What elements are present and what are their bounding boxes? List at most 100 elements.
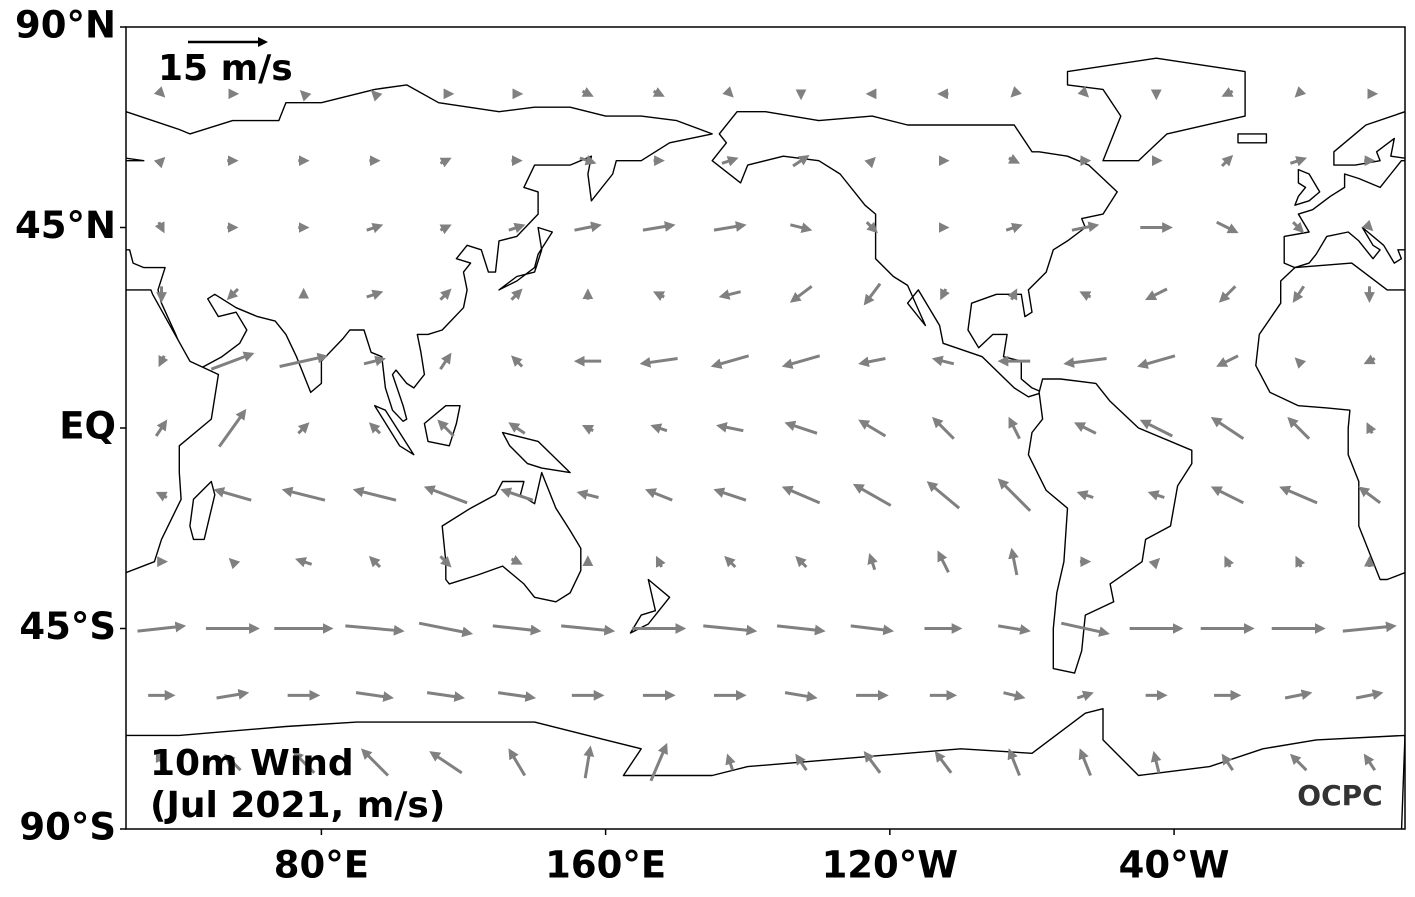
- land: [1294, 168, 1321, 206]
- wind-arrow: [997, 478, 1032, 512]
- wind-arrow: [368, 422, 382, 435]
- wind-arrow: [997, 624, 1031, 635]
- wind-arrow: [710, 354, 750, 369]
- wind-arrow: [510, 554, 523, 565]
- wind-arrow: [858, 356, 886, 368]
- wind-arrow: [725, 753, 736, 771]
- wind-arrow: [439, 555, 452, 568]
- wind-arrow: [158, 354, 169, 368]
- land: [1283, 111, 1405, 269]
- wind-arrow: [1218, 285, 1237, 303]
- wind-arrow: [429, 751, 463, 775]
- wind-arrow: [1078, 748, 1092, 777]
- wind-arrow: [439, 352, 452, 370]
- y-tick-label: 45°N: [15, 204, 116, 247]
- wind-arrow: [652, 87, 665, 97]
- wind-arrow: [366, 222, 384, 234]
- land: [16, 170, 41, 206]
- wind-arrow: [703, 624, 758, 636]
- wind-arrow: [850, 624, 895, 636]
- wind-arrow: [345, 624, 405, 636]
- wind-arrow: [795, 753, 808, 771]
- wind-arrow: [1008, 153, 1021, 164]
- wind-arrow: [1005, 222, 1023, 234]
- wind-arrow: [437, 419, 455, 438]
- wind-arrow: [423, 485, 468, 505]
- land: [1237, 133, 1268, 144]
- wind-arrow: [1216, 220, 1239, 234]
- wind-arrow: [155, 491, 168, 502]
- map-subtitle: (Jul 2021, m/s): [150, 785, 445, 826]
- wind-arrow: [500, 487, 534, 502]
- land: [126, 708, 1405, 829]
- land: [189, 480, 216, 541]
- wind-arrow: [1074, 422, 1097, 435]
- wind-arrow: [1008, 547, 1019, 576]
- wind-arrow: [724, 555, 737, 569]
- wind-arrow: [510, 288, 523, 301]
- wind-arrow: [1342, 621, 1397, 633]
- wind-arrow: [1292, 221, 1305, 234]
- wind-arrow: [940, 288, 950, 301]
- map-title: 10m Wind: [150, 743, 354, 784]
- wind-arrow: [492, 624, 542, 636]
- wind-arrow: [776, 624, 826, 636]
- wind-arrow: [1289, 156, 1308, 167]
- wind-arrow: [653, 291, 666, 302]
- wind-arrow: [721, 156, 739, 167]
- y-tick-label: 90°S: [19, 806, 116, 849]
- wind-arrow: [581, 425, 595, 435]
- wind-arrow: [716, 422, 744, 433]
- wind-arrow: [649, 742, 668, 782]
- land: [1027, 378, 1193, 674]
- wind-arrow: [1076, 490, 1094, 501]
- land: [501, 431, 571, 474]
- wind-arrow: [154, 419, 168, 437]
- wind-arrow: [216, 689, 250, 700]
- wind-arrow: [713, 487, 747, 502]
- key-label: 15 m/s: [158, 48, 293, 89]
- wind-arrow: [713, 221, 747, 232]
- wind-arrow: [508, 748, 527, 777]
- wind-arrow: [579, 154, 597, 166]
- wind-arrow: [639, 357, 678, 368]
- wind-arrow: [292, 751, 316, 774]
- wind-arrow: [642, 221, 676, 232]
- land: [498, 226, 553, 291]
- wind-arrow: [1279, 485, 1318, 505]
- wind-arrow: [1216, 354, 1239, 367]
- wind-arrow: [355, 691, 394, 702]
- wind-arrow: [224, 753, 242, 772]
- wind-arrow: [1003, 690, 1026, 701]
- wind-arrow: [1363, 753, 1377, 771]
- wind-arrow: [650, 423, 668, 434]
- axes: 90°N 45°N EQ 45°S 90°S 80°E 160°E 120°W 40°W: [15, 4, 1229, 887]
- credit: OCPC: [1297, 779, 1382, 812]
- y-tick-label: 45°S: [19, 605, 116, 648]
- wind-arrow: [1287, 416, 1311, 440]
- wind-arrow: [561, 624, 616, 636]
- wind-arrow: [439, 157, 452, 168]
- y-tick-label: 90°N: [15, 4, 116, 47]
- wind-arrow: [226, 287, 239, 301]
- wind-arrow: [1221, 753, 1234, 771]
- wind-arrow: [497, 691, 537, 702]
- wind-arrow: [366, 289, 384, 301]
- wind-arrow: [858, 419, 887, 438]
- wind-arrow: [363, 355, 386, 367]
- wind-arrow: [1079, 291, 1092, 302]
- wind-arrow: [439, 288, 452, 301]
- wind-arrow: [1008, 416, 1021, 440]
- land: [126, 289, 220, 574]
- wind-vectors: [137, 86, 1397, 782]
- wind-arrow: [644, 488, 673, 502]
- wind-arrow: [867, 553, 878, 571]
- wind-arrow: [426, 691, 466, 702]
- y-tick-label: EQ: [59, 405, 116, 448]
- wind-arrow: [795, 555, 808, 569]
- wind-arrow: [508, 422, 526, 435]
- wind-arrow: [213, 487, 252, 502]
- wind-arrow: [581, 87, 594, 97]
- wind-arrow: [781, 354, 821, 369]
- wind-arrow: [781, 485, 821, 505]
